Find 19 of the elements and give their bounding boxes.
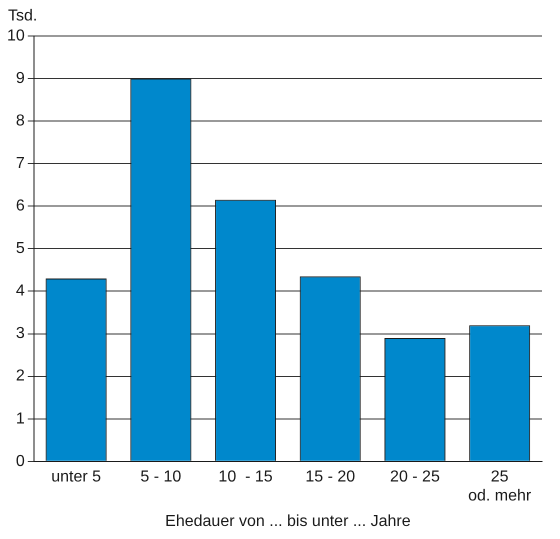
y-tick-label: 8 <box>16 112 25 130</box>
y-tick-label: 6 <box>16 198 25 215</box>
y-tick-label: 1 <box>16 410 25 428</box>
y-tick-label: 2 <box>16 368 25 385</box>
x-tick-label: 25 od. mehr <box>468 468 532 505</box>
y-tick-label: 10 <box>7 27 25 44</box>
x-tick-label: 15 - 20 <box>305 468 356 486</box>
y-tick-label: 5 <box>16 240 25 258</box>
y-axis-title: Tsd. <box>8 7 38 24</box>
y-tick-label: 7 <box>16 155 25 172</box>
x-tick-label: 5 - 10 <box>140 468 182 486</box>
x-tick-label: unter 5 <box>51 468 102 486</box>
x-axis-title: Ehedauer von ... bis unter ... Jahre <box>165 512 411 530</box>
y-tick-label: 9 <box>16 70 25 87</box>
x-tick-label: 20 - 25 <box>390 468 440 486</box>
y-tick-label: 0 <box>16 452 25 470</box>
x-tick-label: 10 - 15 <box>218 468 273 486</box>
y-tick-label: 4 <box>16 282 25 300</box>
y-tick-label: 3 <box>16 325 25 342</box>
